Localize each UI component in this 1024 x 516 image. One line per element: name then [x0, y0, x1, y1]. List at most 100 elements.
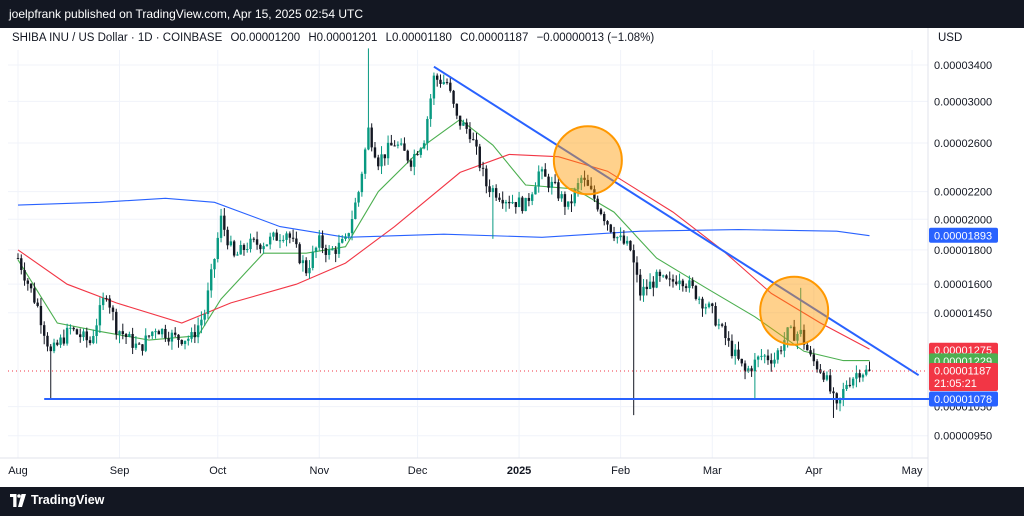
candle-body — [642, 286, 645, 296]
x-tick-label: Dec — [408, 465, 428, 477]
candle-body — [734, 349, 737, 357]
candle-body — [291, 237, 295, 239]
candle-body — [157, 331, 161, 335]
candle-body — [62, 337, 66, 344]
sma-slow-line — [17, 197, 870, 238]
candle-body — [268, 236, 272, 245]
x-tick-label: Mar — [703, 465, 722, 477]
candle-body — [278, 240, 282, 242]
candle-body — [403, 143, 406, 151]
candle-body — [121, 331, 124, 335]
legend-high: H0.00001201 — [308, 32, 378, 44]
tradingview-logo-icon[interactable] — [10, 494, 26, 507]
legend-change: −0.00000013 (−1.08%) — [536, 32, 655, 44]
candle-body — [639, 274, 642, 296]
candle-body — [187, 338, 190, 341]
candle-body — [354, 202, 357, 220]
highlight-circle[interactable] — [552, 125, 623, 196]
candle-body — [223, 215, 226, 230]
candle-body — [341, 238, 344, 243]
x-tick-label: May — [902, 465, 923, 477]
candle-body — [557, 182, 560, 199]
candle-body — [318, 235, 321, 248]
legend-symbol[interactable]: SHIBA INU / US Dollar · 1D · COINBASE — [12, 32, 223, 44]
price-chart[interactable]: 0.00003400 0.00003000 0.00002600 0.00002200… — [0, 0, 1024, 487]
candle-body — [236, 254, 239, 256]
price-tag-bg — [929, 227, 998, 243]
candle-body — [367, 127, 370, 150]
candle-body — [756, 356, 760, 360]
candle-body — [396, 144, 400, 146]
candle-body — [347, 233, 350, 237]
candle-body — [206, 290, 210, 315]
x-tick-label: Apr — [805, 465, 822, 477]
candle-body — [406, 150, 409, 161]
candle-body — [632, 250, 635, 263]
candle-body — [802, 329, 806, 345]
candle-body — [196, 325, 200, 338]
candle-body — [439, 79, 442, 84]
candle-body — [409, 160, 413, 167]
tradingview-brand[interactable]: TradingView — [31, 493, 105, 507]
candle-body — [177, 334, 180, 340]
highlight-circle[interactable] — [759, 275, 830, 346]
candle-body — [743, 363, 747, 372]
candle-body — [255, 239, 259, 245]
candle-body — [704, 307, 707, 309]
y-tick-label: 0.00003400 — [934, 60, 992, 72]
candle-body — [183, 340, 187, 345]
candle-body — [681, 280, 685, 287]
candle-body — [416, 154, 419, 156]
candle-body — [537, 171, 540, 187]
candle-body — [101, 298, 105, 306]
descending-trendline[interactable] — [433, 65, 920, 377]
candle-body — [386, 142, 390, 159]
candle-body — [85, 331, 88, 341]
candle-body — [829, 375, 832, 392]
x-tick-label: Feb — [611, 465, 630, 477]
candle-body — [776, 350, 779, 360]
candle-body — [432, 75, 436, 99]
x-tick-label: Aug — [8, 465, 28, 477]
candle-body — [249, 238, 252, 250]
candle-body — [773, 359, 776, 364]
candle-body — [301, 260, 305, 264]
candle-body — [360, 173, 364, 193]
candle-body — [79, 334, 82, 338]
candle-body — [645, 286, 648, 290]
candle-body — [373, 147, 377, 158]
candle-body — [485, 168, 488, 187]
candle-body — [20, 258, 23, 270]
candle-body — [737, 349, 740, 359]
candle-body — [603, 214, 606, 222]
y-tick-label: 0.00002200 — [934, 187, 992, 199]
candle-body — [413, 154, 416, 167]
candle-body — [586, 179, 590, 186]
candle-body — [33, 288, 36, 303]
candle-body — [449, 82, 452, 91]
moving-averages — [17, 118, 870, 362]
candle-body — [550, 181, 554, 188]
candle-body — [43, 325, 46, 336]
candle-body — [616, 237, 619, 239]
candle-body — [144, 335, 147, 351]
candle-body — [452, 90, 455, 104]
candle-body — [530, 194, 534, 201]
candle-body — [698, 298, 701, 300]
candle-body — [190, 332, 193, 339]
candle-body — [105, 298, 108, 300]
candle-body — [851, 378, 855, 386]
axes: 0.00003400 0.00003000 0.00002600 0.00002200… — [0, 28, 992, 487]
candle-body — [583, 177, 586, 180]
candle-body — [665, 275, 668, 279]
sma-fast-line — [17, 118, 870, 362]
candle-body — [629, 240, 632, 251]
candle-body — [475, 139, 478, 147]
candle-body — [72, 327, 75, 330]
candle-body — [472, 139, 475, 141]
candle-body — [210, 269, 213, 291]
candle-body — [29, 283, 33, 289]
currency-label[interactable]: USD — [938, 32, 963, 44]
candle-body — [252, 238, 255, 240]
candle-body — [174, 332, 177, 335]
